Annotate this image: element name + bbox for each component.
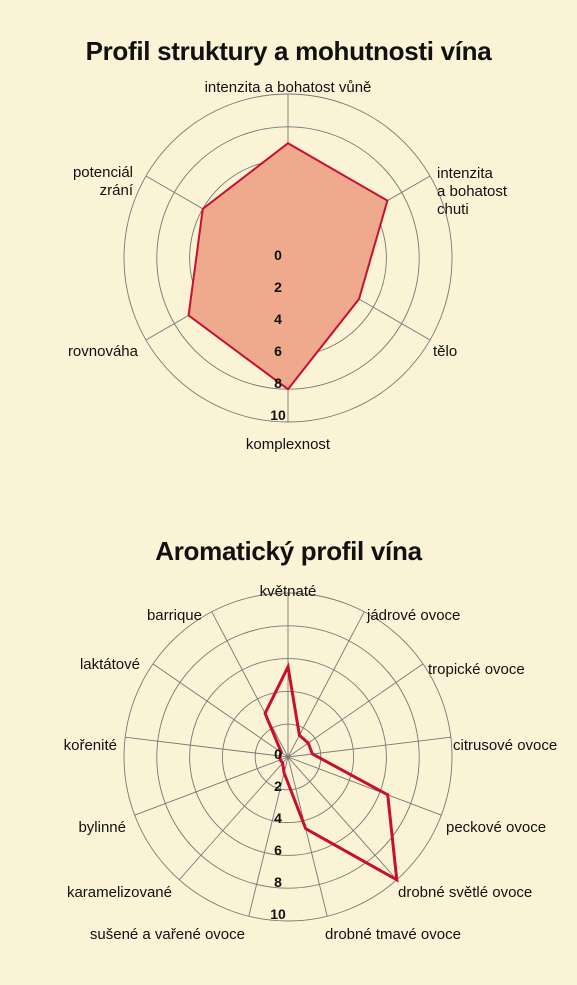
- radar-grid: [123, 592, 453, 922]
- spoke-line: [211, 611, 289, 758]
- spoke-line: [178, 756, 289, 881]
- axis-label: peckové ovoce: [446, 819, 546, 836]
- axis-label: citrusové ovoce: [453, 737, 557, 754]
- spoke-line: [287, 663, 424, 758]
- axis-label: karamelizované: [67, 884, 172, 901]
- spoke-line: [134, 756, 289, 816]
- spoke-line: [287, 756, 328, 917]
- structure-chart: Profil struktury a mohutnosti vína 0 2 4 6 8…: [0, 0, 577, 480]
- axis-label: laktátové: [80, 656, 140, 673]
- spoke-line: [287, 611, 365, 758]
- series-polygon: [263, 661, 399, 883]
- tick-label: 6: [274, 842, 282, 858]
- tick-label: 0: [274, 247, 282, 263]
- spoke-line: [125, 736, 289, 758]
- tick-label: 8: [274, 375, 282, 391]
- tick-label: 8: [274, 874, 282, 890]
- spoke-line: [152, 663, 289, 758]
- tick-label: 4: [274, 810, 282, 826]
- structure-chart-title: Profil struktury a mohutnosti vína: [85, 36, 492, 66]
- spoke-line: [248, 756, 289, 917]
- axis-label: drobné tmavé ovoce: [325, 926, 461, 943]
- tick-label: 6: [274, 343, 282, 359]
- axis-label: tělo: [433, 343, 457, 360]
- spoke-line: [287, 756, 398, 881]
- axis-label-line: potenciál: [73, 164, 133, 181]
- axis-label: tropické ovoce: [428, 661, 525, 678]
- axis-label: drobné světlé ovoce: [398, 884, 532, 901]
- axis-label: intenzita a bohatost chuti: [437, 165, 508, 218]
- axis-label: rovnováha: [68, 343, 139, 360]
- axis-label-line: intenzita: [437, 165, 494, 182]
- series-polygon: [187, 141, 389, 391]
- axis-label: sušené a vařené ovoce: [90, 926, 245, 943]
- aroma-chart-title: Aromatický profil vína: [155, 536, 422, 566]
- axis-label: komplexnost: [246, 436, 331, 453]
- axis-label: kořenité: [64, 737, 117, 754]
- tick-label: 4: [274, 311, 282, 327]
- tick-label: 10: [270, 906, 286, 922]
- axis-label-line: a bohatost: [437, 183, 508, 200]
- structure-radar-svg: 0 2 4 6 8 10 intenzita a bohatost vůně intenzit…: [68, 79, 508, 453]
- spoke-line: [287, 756, 442, 816]
- axis-label-line: zrání: [100, 182, 134, 199]
- spoke-line: [287, 736, 451, 758]
- tick-label: 2: [274, 778, 282, 794]
- axis-label: intenzita a bohatost vůně: [205, 79, 372, 96]
- axis-label-line: chuti: [437, 201, 469, 218]
- axis-label: potenciál zrání: [73, 164, 134, 199]
- axis-label: květnaté: [260, 583, 317, 600]
- axis-label: bylinné: [78, 819, 126, 836]
- axis-label: jádrové ovoce: [366, 607, 460, 624]
- tick-label: 2: [274, 279, 282, 295]
- tick-label: 10: [270, 407, 286, 423]
- tick-label: 0: [274, 746, 282, 762]
- axis-label: barrique: [147, 607, 202, 624]
